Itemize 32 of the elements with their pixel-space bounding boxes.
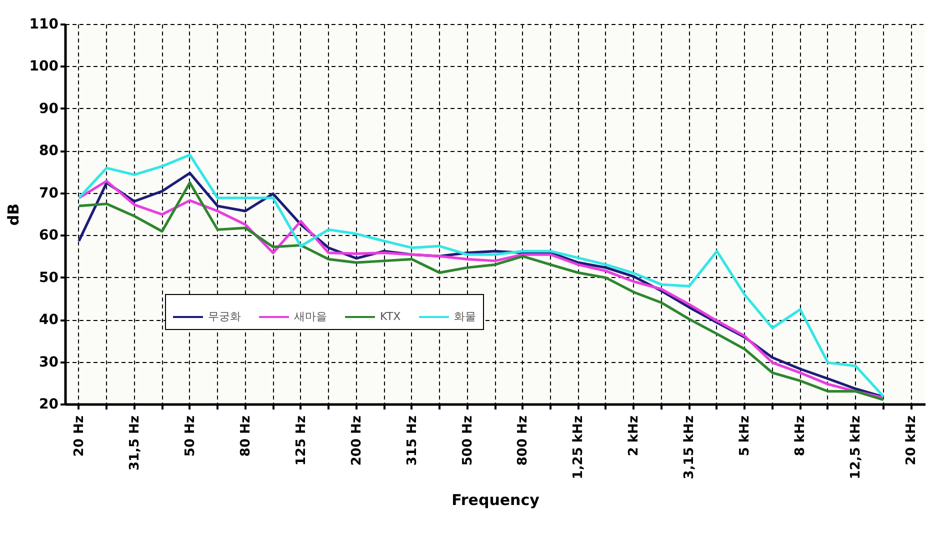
x-tick-label: 50 Hz <box>182 416 198 457</box>
x-tick-label: 125 Hz <box>294 416 309 466</box>
x-tick-label: 315 Hz <box>404 416 420 466</box>
x-tick-label: 31,5 Hz <box>127 416 142 471</box>
x-tick-label: 200 Hz <box>349 416 364 466</box>
legend-label: KTX <box>380 310 402 323</box>
y-tick-label: 70 <box>39 185 59 202</box>
y-tick-label: 110 <box>29 16 59 32</box>
x-tick-label: 20 kHz <box>904 416 920 466</box>
x-tick-label: 800 Hz <box>516 416 531 466</box>
x-tick-label: 3,15 kHz <box>682 416 698 480</box>
x-tick-label: 80 Hz <box>238 416 254 457</box>
y-tick-label: 50 <box>39 270 59 286</box>
y-tick-label: 30 <box>39 354 59 370</box>
y-tick-label: 100 <box>29 58 59 75</box>
y-tick-label: 80 <box>39 143 59 160</box>
y-tick-label: 60 <box>39 228 59 244</box>
legend-label: 화물 <box>454 310 476 323</box>
y-tick-label: 40 <box>39 312 59 328</box>
x-tick-label: 8 kHz <box>793 416 808 456</box>
legend-label: 무궁화 <box>208 310 241 323</box>
legend-label: 새마을 <box>294 310 327 323</box>
x-tick-label: 2 kHz <box>626 416 642 456</box>
x-tick-label: 5 kHz <box>738 416 753 456</box>
y-tick-label: 20 <box>39 396 59 412</box>
x-tick-label: 20 Hz <box>72 416 87 457</box>
x-tick-label: 1,25 kHz <box>571 416 586 480</box>
y-tick-label: 90 <box>39 100 59 117</box>
x-axis-title: Frequency <box>452 491 540 510</box>
x-tick-label: 12,5 kHz <box>848 416 864 480</box>
y-axis-title: dB <box>4 203 22 226</box>
x-tick-label: 500 Hz <box>460 416 476 466</box>
